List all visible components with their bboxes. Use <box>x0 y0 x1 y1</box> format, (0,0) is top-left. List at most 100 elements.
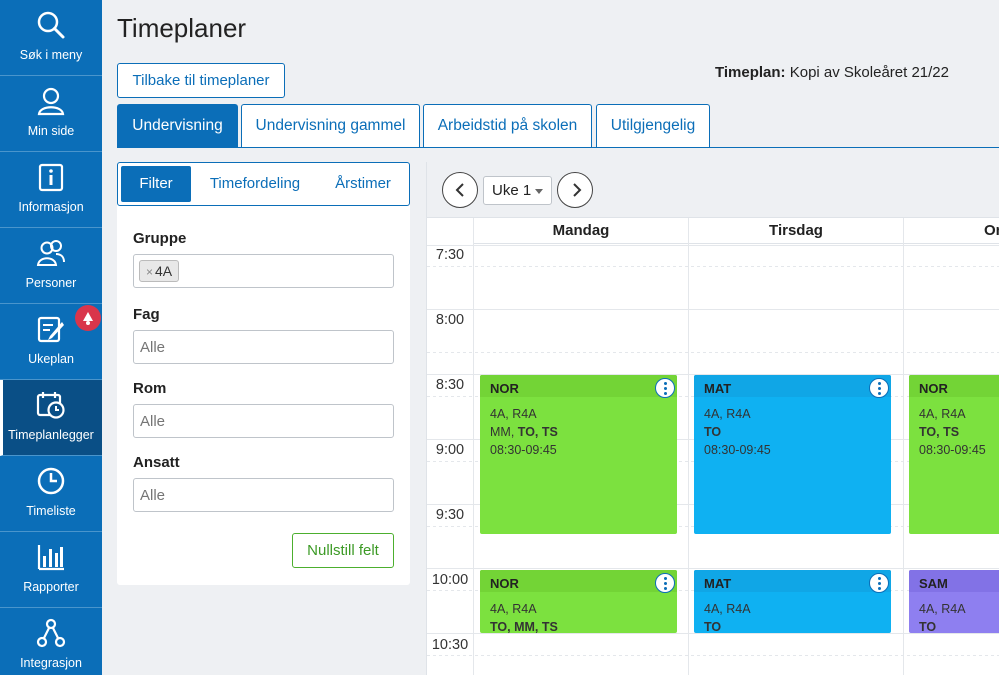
lesson-details: 4A, R4A MM, TO, TS 08:30-09:45 <box>480 397 677 459</box>
nav-item-personer[interactable]: Personer <box>0 228 102 304</box>
grid-line <box>427 374 999 375</box>
nav-label: Timeplanlegger <box>8 428 94 442</box>
nav-item-search[interactable]: Søk i meny <box>0 0 102 76</box>
bar-chart-icon <box>37 545 64 571</box>
nav-label: Informasjon <box>18 200 84 214</box>
calendar-clock-icon <box>36 392 65 419</box>
tabs-divider <box>117 147 999 148</box>
lesson-teachers: TO, MM, TS <box>490 618 677 633</box>
plan-info: Timeplan: Kopi av Skoleåret 21/22 <box>715 64 949 81</box>
page-title: Timeplaner <box>117 13 247 43</box>
subtab-timefordeling[interactable]: Timefordeling <box>209 175 301 192</box>
lesson-teachers: TO <box>919 618 999 633</box>
nav-label: Søk i meny <box>19 48 83 62</box>
lesson-card[interactable]: MAT 4A, R4A TO 08:30-09:45 <box>694 375 891 534</box>
back-to-schedules-button[interactable]: Tilbake til timeplaner <box>117 63 285 98</box>
lesson-subject: SAM <box>909 570 999 592</box>
reset-fields-button[interactable]: Nullstill felt <box>292 533 394 568</box>
lesson-details: 4A, R4A TO, MM, TS <box>480 592 677 633</box>
lesson-card[interactable]: NOR 4A, R4A MM, TO, TS 08:30-09:45 <box>480 375 677 534</box>
plan-label: Timeplan: <box>714 64 786 81</box>
time-label: 10:00 <box>431 572 469 588</box>
chevron-left-icon <box>455 183 464 197</box>
lesson-subject: MAT <box>694 375 891 397</box>
day-header-tuesday: Tirsdag <box>688 218 903 244</box>
lesson-subject: NOR <box>480 570 677 592</box>
prev-week-button[interactable] <box>442 172 478 208</box>
lesson-subject: NOR <box>909 375 999 397</box>
lesson-groups: 4A, R4A <box>919 602 966 616</box>
lesson-card[interactable]: NOR 4A, R4A TO, TS 08:30-09:45 <box>909 375 999 534</box>
calendar: Uke 1 Mandag Tirsdag On 7:30 8:00 8:30 9… <box>426 162 999 675</box>
day-header-wednesday: On <box>903 218 999 244</box>
clock-icon <box>37 467 65 495</box>
chevron-right-icon <box>573 183 582 197</box>
ansatt-label: Ansatt <box>133 454 180 471</box>
lesson-card[interactable]: NOR 4A, R4A TO, MM, TS <box>480 570 677 633</box>
user-icon <box>37 87 65 116</box>
filter-panel: Filter Timefordeling Årstimer Gruppe × 4A… <box>117 162 410 585</box>
tab-arbeidstid[interactable]: Arbeidstid på skolen <box>423 104 592 147</box>
more-options-icon[interactable] <box>655 573 675 593</box>
nav-item-min-side[interactable]: Min side <box>0 76 102 152</box>
nav-label: Integrasjon <box>20 656 82 670</box>
lesson-teachers: MM, TO, TS <box>490 423 677 441</box>
grid-line <box>427 309 999 310</box>
more-options-icon[interactable] <box>869 573 889 593</box>
sidebar: Søk i meny Min side Informasjon Personer… <box>0 0 102 675</box>
nav-label: Timeliste <box>26 504 76 518</box>
lesson-time: 08:30-09:45 <box>490 443 557 457</box>
lesson-details: 4A, R4A TO 08:30-09:45 <box>694 397 891 459</box>
nav-item-timeplanlegger[interactable]: Timeplanlegger <box>0 380 102 456</box>
tab-undervisning[interactable]: Undervisning <box>117 104 238 147</box>
week-select[interactable]: Uke 1 <box>483 176 552 205</box>
next-week-button[interactable] <box>557 172 593 208</box>
grid-line <box>427 352 999 353</box>
lesson-teachers-plain: MM, <box>490 425 518 439</box>
edit-icon <box>37 316 64 343</box>
nav-item-integrasjon[interactable]: Integrasjon <box>0 608 102 675</box>
fag-field[interactable] <box>133 330 394 364</box>
chip-remove-icon[interactable]: × <box>146 265 154 279</box>
nav-label: Rapporter <box>23 580 79 594</box>
nav-item-ukeplan[interactable]: Ukeplan <box>0 304 102 380</box>
gruppe-label: Gruppe <box>133 230 187 247</box>
lesson-details: 4A, R4A TO, TS 08:30-09:45 <box>909 397 999 459</box>
lesson-teachers-bold: TO, MM, TS <box>490 620 558 633</box>
subtab-arstimer[interactable]: Årstimer <box>335 175 391 192</box>
nav-item-informasjon[interactable]: Informasjon <box>0 152 102 228</box>
lesson-card[interactable]: SAM 4A, R4A TO <box>909 570 999 633</box>
lesson-subject: NOR <box>480 375 677 397</box>
lesson-card[interactable]: MAT 4A, R4A TO <box>694 570 891 633</box>
lesson-time: 08:30-09:45 <box>704 443 771 457</box>
time-label: 10:30 <box>431 637 469 653</box>
calendar-toolbar: Uke 1 <box>427 162 999 218</box>
tab-utilgjengelig[interactable]: Utilgjengelig <box>596 104 710 147</box>
group-chip[interactable]: × 4A <box>139 260 180 282</box>
day-divider <box>903 218 904 675</box>
grid-line <box>427 266 999 267</box>
day-header-monday: Mandag <box>473 218 688 244</box>
nav-item-timeliste[interactable]: Timeliste <box>0 456 102 532</box>
nav-item-rapporter[interactable]: Rapporter <box>0 532 102 608</box>
more-options-icon[interactable] <box>869 378 889 398</box>
network-icon <box>36 618 66 648</box>
grid-line <box>427 655 999 656</box>
ansatt-field[interactable] <box>133 478 394 512</box>
nav-label: Personer <box>25 276 77 290</box>
lesson-time: 08:30-09:45 <box>919 443 986 457</box>
lesson-teachers: TO, TS <box>919 423 999 441</box>
lesson-groups: 4A, R4A <box>919 407 966 421</box>
subtab-filter[interactable]: Filter <box>121 166 191 202</box>
time-label: 9:30 <box>435 507 465 523</box>
lesson-teachers-bold: TO <box>704 620 722 633</box>
more-options-icon[interactable] <box>655 378 675 398</box>
chevron-down-icon <box>535 189 543 194</box>
tab-undervisning-gammel[interactable]: Undervisning gammel <box>241 104 420 147</box>
search-icon <box>37 11 65 39</box>
nav-label: Min side <box>27 124 75 138</box>
rom-label: Rom <box>133 380 167 397</box>
info-icon <box>38 163 64 192</box>
rom-field[interactable] <box>133 404 394 438</box>
chip-label: 4A <box>155 263 173 279</box>
